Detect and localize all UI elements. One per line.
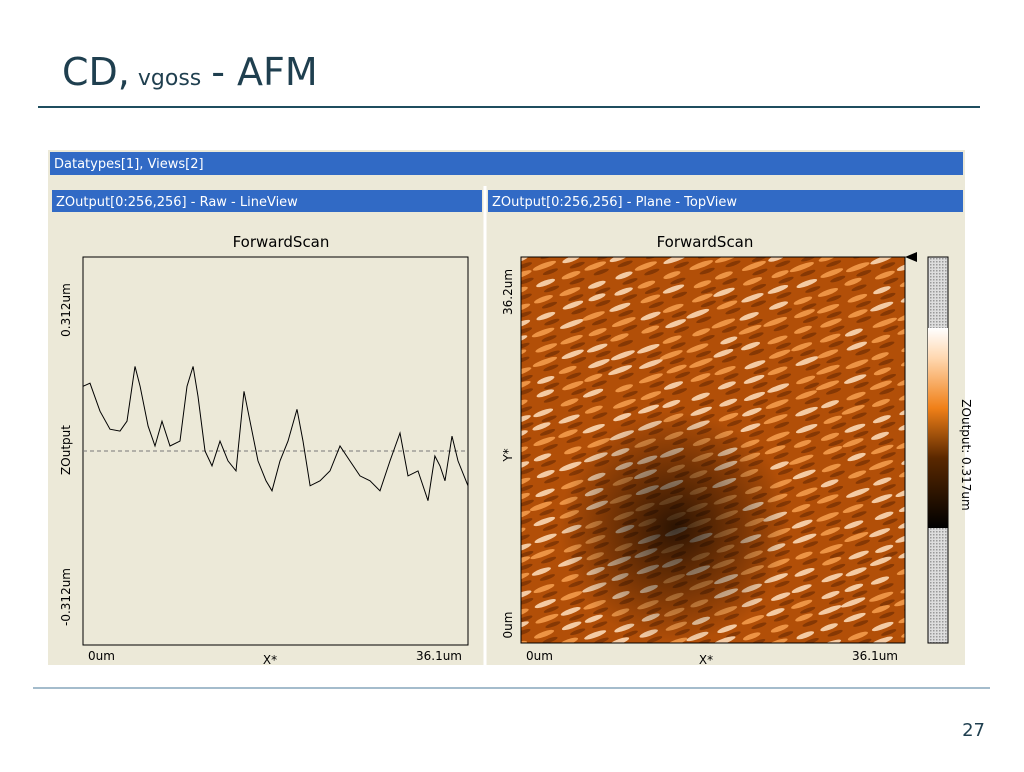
page-number: 27 <box>962 720 985 741</box>
plot-title: ForwardScan <box>657 233 754 251</box>
x-label: 36.1um <box>416 649 462 663</box>
image-frame <box>520 256 906 644</box>
title-sub: vgoss <box>138 66 201 91</box>
title: CD, vgoss - AFM <box>62 50 318 94</box>
plot-title: ForwardScan <box>233 233 330 251</box>
window-bar <box>50 152 963 175</box>
window-title: Datatypes[1], Views[2] <box>54 157 204 172</box>
texture <box>521 257 905 643</box>
y-label: -0.312um <box>59 568 73 626</box>
y-axis-title: ZOutput <box>59 425 73 475</box>
x-label: 36.1um <box>852 649 898 663</box>
x-axis-title: X* <box>263 653 277 667</box>
colorbar-label: ZOutput: 0.317um <box>959 399 973 510</box>
title-main: CD, <box>62 50 130 94</box>
profile-line <box>82 366 469 501</box>
afm-image <box>521 257 905 643</box>
title-rest: - AFM <box>211 50 317 94</box>
panel-header <box>488 190 963 212</box>
x-label: 0um <box>526 649 553 663</box>
y-axis-title: Y* <box>501 448 515 462</box>
y-label: 0um <box>501 612 515 639</box>
colorbar <box>928 328 948 528</box>
panel-header <box>52 190 482 212</box>
panel-title: ZOutput[0:256,256] - Plane - TopView <box>492 195 737 210</box>
panel-title: ZOutput[0:256,256] - Raw - LineView <box>56 195 298 210</box>
y-label: 0.312um <box>59 283 73 337</box>
x-axis-title: X* <box>699 653 713 667</box>
x-label: 0um <box>88 649 115 663</box>
marker <box>905 252 917 262</box>
y-label: 36.2um <box>501 269 515 315</box>
